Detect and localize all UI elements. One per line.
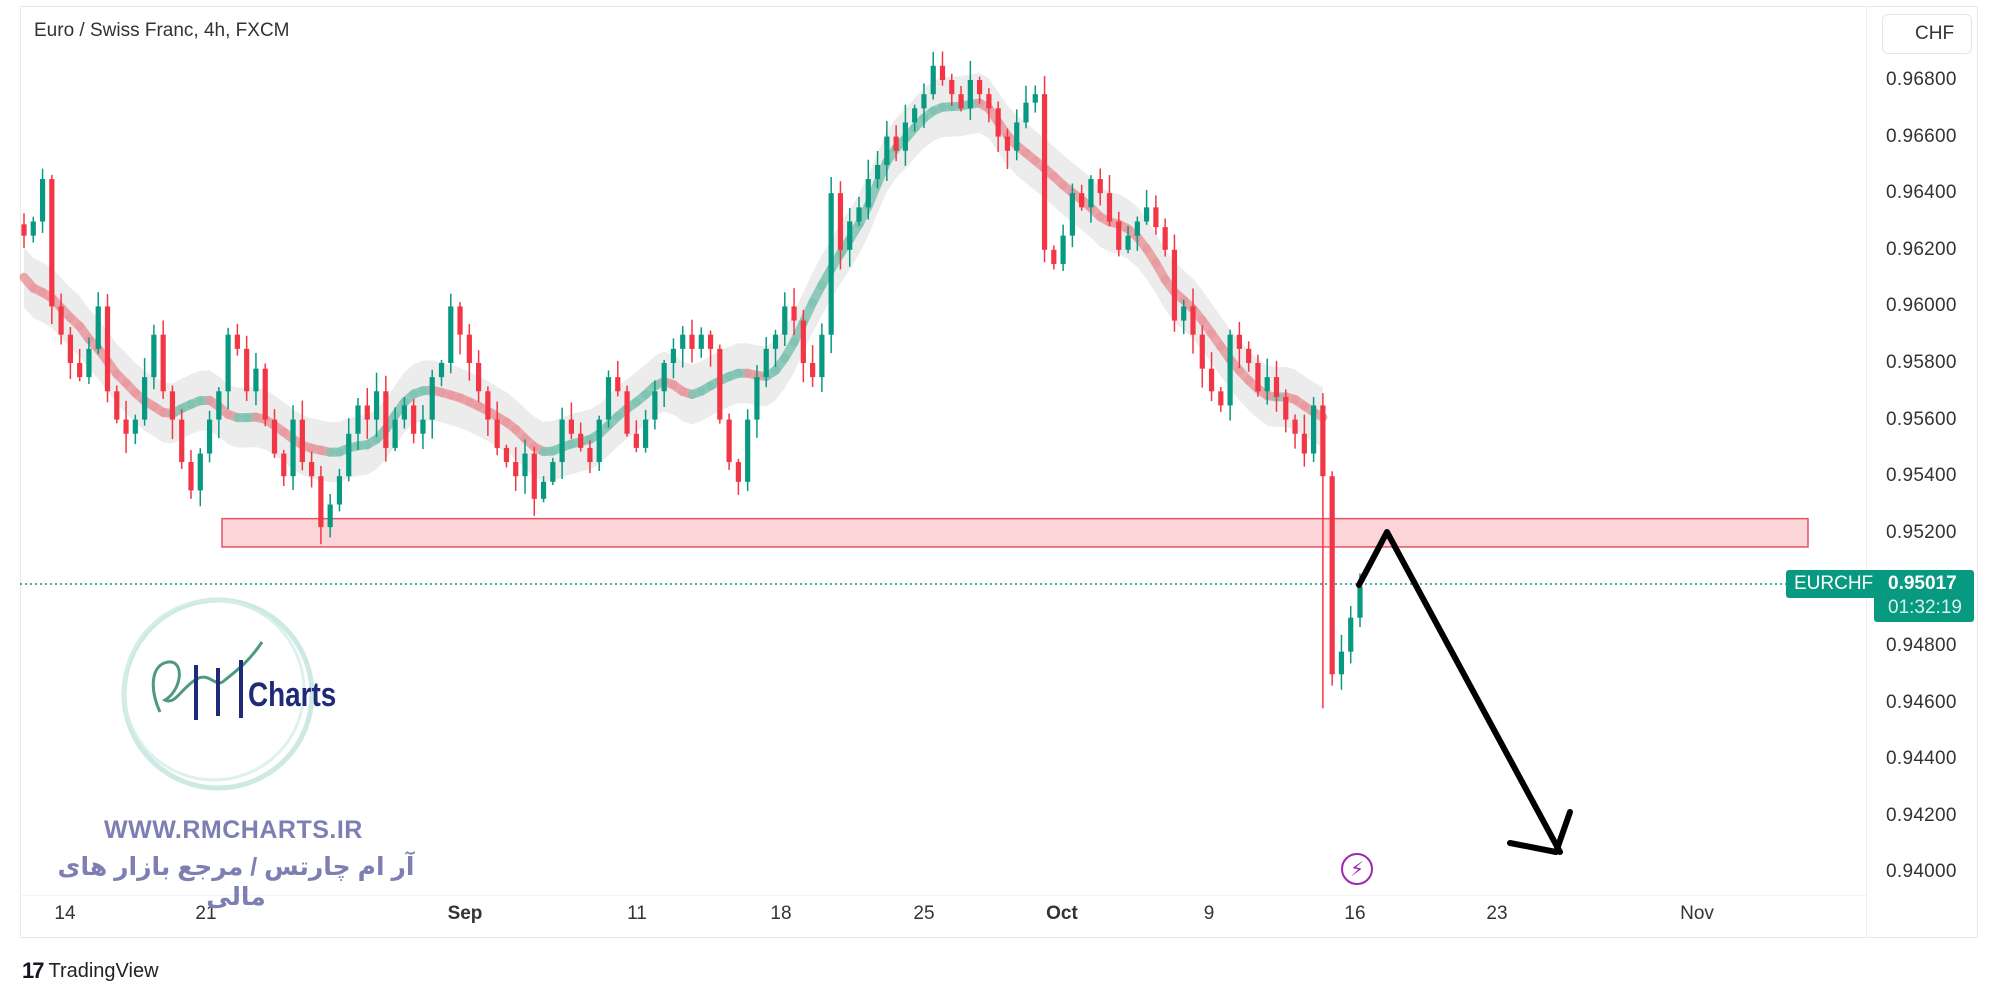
time-axis-label: Sep [447, 903, 483, 924]
watermark-url: WWW.RMCHARTS.IR [104, 816, 363, 844]
time-axis-divider [20, 895, 1866, 896]
price-axis-label: 0.96600 [1886, 125, 1957, 147]
tradingview-logo[interactable]: 17 TradingView [22, 958, 159, 984]
watermark-tagline: آر ام چارتس / مرجع بازار های مالی [57, 853, 415, 911]
price-axis-label: 0.94400 [1886, 748, 1957, 770]
watermark-brand: Charts [248, 676, 337, 714]
last-price-value: 0.95017 [1888, 573, 1957, 594]
price-axis-label: 0.96800 [1886, 69, 1957, 90]
price-axis-label: 0.96000 [1886, 295, 1957, 317]
time-axis-label: 9 [1203, 903, 1215, 924]
lightning-event-icon[interactable]: ⚡ [1341, 853, 1373, 885]
time-axis-label: 16 [1344, 903, 1366, 924]
time-axis-label: 21 [195, 903, 217, 924]
price-axis-label: 0.94800 [1886, 635, 1957, 656]
price-axis-label: 0.95200 [1886, 521, 1957, 543]
candles [21, 51, 1363, 709]
time-axis-label: 25 [913, 903, 935, 924]
rmcharts-logo-icon [121, 597, 315, 791]
time-axis-label: 23 [1486, 903, 1508, 924]
resistance-zone[interactable] [221, 517, 1809, 548]
price-axis-label: 0.94000 [1886, 861, 1957, 883]
price-axis-label: 0.96200 [1886, 238, 1957, 260]
price-axis-label: 0.94200 [1886, 804, 1957, 826]
price-axis-label: 0.95600 [1886, 408, 1957, 430]
bar-countdown: 01:32:19 [1888, 597, 1962, 618]
time-axis-label: 11 [627, 903, 647, 924]
price-axis-label: 0.94600 [1886, 691, 1957, 713]
time-axis-label: 18 [770, 903, 792, 924]
tradingview-logo-icon: 17 [22, 958, 45, 983]
chart-title: Euro / Swiss Franc, 4h, FXCM [34, 20, 290, 41]
price-axis-label: 0.96400 [1886, 182, 1957, 204]
price-axis-label: 0.95400 [1886, 465, 1957, 487]
price-axis-divider [1866, 6, 1867, 938]
symbol-tag: EURCHF [1786, 570, 1882, 598]
last-price-tag: 0.95017 01:32:19 [1874, 570, 1974, 622]
projection-arrow[interactable] [1356, 529, 1573, 855]
price-axis-label: 0.95800 [1886, 352, 1957, 373]
time-axis-label: Oct [1046, 903, 1078, 924]
currency-button[interactable]: CHF [1882, 14, 1972, 54]
tradingview-brand-text: TradingView [48, 959, 159, 982]
time-axis-label: Nov [1680, 903, 1714, 924]
time-axis-label: 14 [54, 903, 76, 924]
